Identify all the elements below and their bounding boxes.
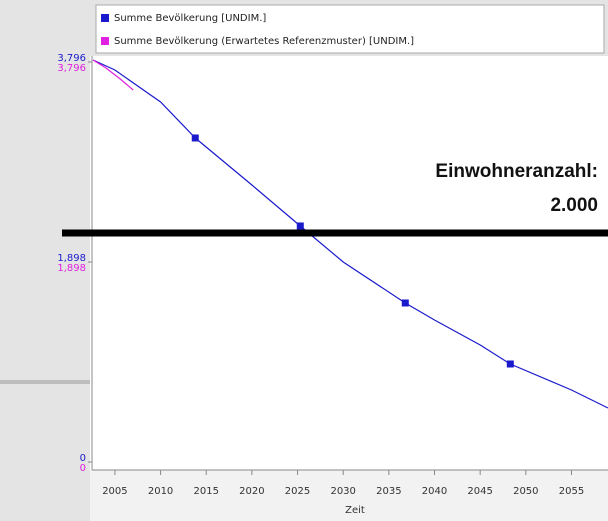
x-tick-label: 2050 (513, 486, 538, 497)
x-tick-label: 2010 (148, 486, 173, 497)
legend-label: Summe Bevölkerung (Erwartetes Referenzmu… (114, 36, 414, 47)
legend (95, 4, 605, 54)
x-axis-label: Zeit (345, 505, 365, 516)
y-tick-label: 3,796 (57, 63, 86, 74)
x-tick-label: 2030 (330, 486, 355, 497)
y-tick-label: 3,796 (57, 53, 86, 64)
y-tick-label: 0 (80, 453, 86, 464)
legend-swatch (101, 14, 109, 22)
plot-area (90, 56, 608, 470)
x-tick-label: 2015 (194, 486, 219, 497)
y-tick-label: 0 (80, 463, 86, 474)
data-marker (401, 299, 409, 307)
x-tick-label: 2035 (376, 486, 401, 497)
x-axis-area (90, 470, 608, 521)
x-tick-label: 2005 (102, 486, 127, 497)
data-marker (506, 360, 514, 368)
panel-edge (0, 380, 90, 384)
y-tick-label: 1,898 (57, 253, 86, 264)
x-tick-label: 2055 (559, 486, 584, 497)
series-line (92, 59, 134, 91)
data-marker (296, 222, 304, 230)
data-marker (191, 134, 199, 142)
annotation: Einwohneranzahl: (435, 161, 598, 182)
x-tick-label: 2040 (422, 486, 447, 497)
annotation: 2.000 (550, 195, 598, 216)
chart-content: 0 1,898 3,796 0 1,898 3,796 2005 2010 2015 2020 20… (57, 13, 608, 497)
legend-label: Summe Bevölkerung [UNDIM.] (114, 13, 266, 24)
x-tick-label: 2045 (467, 486, 492, 497)
y-tick-label: 1,898 (57, 263, 86, 274)
x-tick-label: 2025 (285, 486, 310, 497)
x-tick-label: 2020 (239, 486, 264, 497)
legend-swatch (101, 37, 109, 45)
